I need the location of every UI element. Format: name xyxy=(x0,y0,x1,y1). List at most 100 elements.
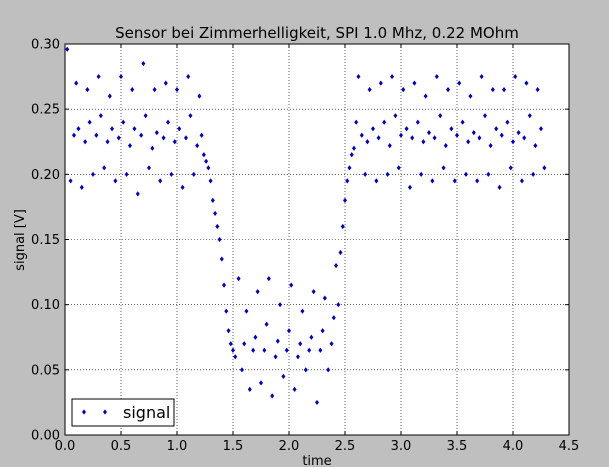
data-point xyxy=(161,135,166,141)
data-point xyxy=(270,393,275,399)
y-tick-labels: 0.00 0.05 0.10 0.15 0.20 0.25 0.30 xyxy=(31,38,60,444)
data-point xyxy=(396,165,401,171)
data-point xyxy=(452,178,457,184)
data-point xyxy=(124,171,129,177)
data-point xyxy=(215,223,220,230)
data-point xyxy=(466,139,471,145)
data-point xyxy=(210,197,215,203)
data-point xyxy=(390,73,395,80)
y-tick-label: 0.15 xyxy=(31,233,60,248)
data-point xyxy=(410,135,415,141)
data-point xyxy=(281,373,286,379)
data-point xyxy=(427,130,431,136)
data-point xyxy=(419,171,424,177)
data-point xyxy=(222,282,227,288)
data-point xyxy=(76,126,81,132)
y-tick-label: 0.05 xyxy=(31,363,60,378)
data-point xyxy=(289,282,294,288)
data-point xyxy=(191,171,196,177)
data-point xyxy=(98,113,103,119)
data-point xyxy=(163,80,168,86)
data-point xyxy=(96,73,101,80)
data-point xyxy=(347,165,352,171)
data-point xyxy=(201,152,206,158)
data-point xyxy=(121,119,126,125)
data-point xyxy=(85,87,90,93)
data-point xyxy=(449,126,454,132)
data-point xyxy=(508,165,513,171)
data-point xyxy=(535,87,540,93)
data-point xyxy=(110,126,115,132)
data-point xyxy=(326,367,331,373)
data-point xyxy=(483,113,487,119)
data-point xyxy=(365,139,370,145)
data-point xyxy=(446,87,451,93)
data-point xyxy=(169,171,174,177)
data-point xyxy=(132,126,137,132)
data-point xyxy=(183,135,188,141)
data-point xyxy=(107,93,112,99)
data-point xyxy=(284,347,289,353)
tick-marks xyxy=(64,43,570,436)
data-point xyxy=(399,132,403,138)
data-point xyxy=(457,80,462,86)
data-point xyxy=(219,256,224,262)
data-point xyxy=(236,276,241,282)
data-point xyxy=(166,119,171,125)
data-point xyxy=(343,197,347,203)
data-point xyxy=(65,46,70,52)
data-point xyxy=(524,80,529,86)
data-point xyxy=(329,341,334,347)
y-tick-label: 0.25 xyxy=(31,103,60,118)
data-point xyxy=(278,302,283,308)
data-point xyxy=(113,178,118,184)
data-point xyxy=(382,119,387,125)
data-point xyxy=(135,191,140,197)
data-point xyxy=(180,184,185,190)
data-point xyxy=(421,139,426,145)
data-point xyxy=(239,367,244,373)
data-point xyxy=(292,386,297,392)
data-point xyxy=(233,354,238,360)
data-point xyxy=(432,135,437,141)
x-tick-label: 0.0 xyxy=(55,439,76,454)
data-point xyxy=(287,328,291,334)
data-point xyxy=(455,132,459,138)
data-point xyxy=(309,334,314,340)
y-tick-label: 0.00 xyxy=(31,429,60,444)
data-point xyxy=(354,119,359,125)
data-point xyxy=(471,130,476,136)
data-point xyxy=(150,145,155,151)
x-tick-label: 4.0 xyxy=(503,439,524,454)
data-point xyxy=(158,178,163,184)
data-point xyxy=(79,184,84,190)
data-point xyxy=(244,308,249,314)
data-point xyxy=(186,73,191,80)
data-point xyxy=(199,132,204,138)
data-point xyxy=(434,73,439,80)
data-point xyxy=(490,87,495,93)
data-point xyxy=(502,87,507,93)
x-tick-label: 2.0 xyxy=(279,439,300,454)
data-point xyxy=(74,80,79,86)
data-point xyxy=(242,341,247,347)
data-point xyxy=(494,126,499,132)
data-point xyxy=(266,276,271,282)
data-point xyxy=(247,386,252,392)
data-point xyxy=(463,171,468,177)
data-point xyxy=(224,308,229,314)
data-point xyxy=(119,73,123,80)
data-point xyxy=(208,178,213,184)
data-points xyxy=(65,46,547,406)
data-point xyxy=(139,132,144,138)
data-point xyxy=(387,143,392,149)
data-point xyxy=(318,347,323,353)
data-point xyxy=(172,139,177,145)
data-point xyxy=(154,130,159,136)
data-point xyxy=(87,119,92,125)
data-point xyxy=(371,126,375,132)
data-point xyxy=(127,143,132,149)
data-point xyxy=(315,399,319,406)
data-point xyxy=(300,308,305,314)
data-point xyxy=(527,113,532,119)
